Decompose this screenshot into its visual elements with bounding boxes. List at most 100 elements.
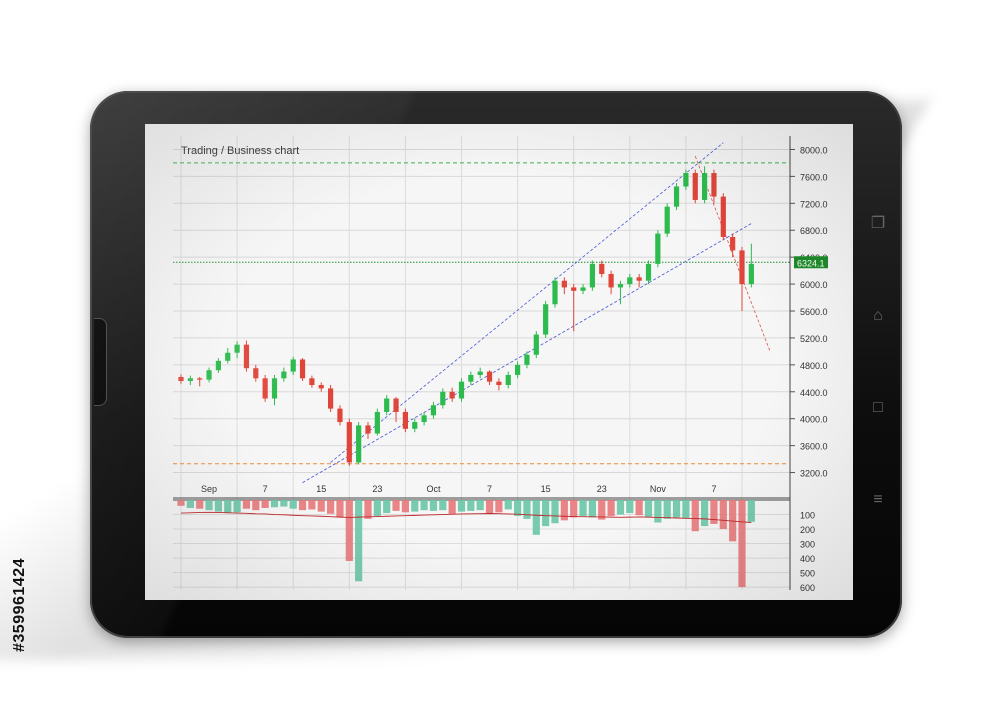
candle-body [664,206,670,234]
candle-body [580,287,586,291]
candle-body [374,411,380,434]
volume-bar [738,500,746,588]
volume-bar [588,500,596,518]
current-price-label: 6324.1 [797,258,825,268]
time-tick-label: 23 [597,484,607,494]
price-tick-label: 3600.0 [800,442,828,452]
candle-body [318,385,324,389]
price-tick-label: 4400.0 [800,388,828,398]
price-tick-label: 3200.0 [800,469,828,479]
volume-bar [570,500,578,518]
candle-body [206,370,212,380]
tablet-side-button[interactable] [94,318,107,406]
price-tick-label: 5200.0 [800,334,828,344]
volume-bar [719,500,727,530]
volume-bar [308,500,316,510]
volume-moving-average [180,511,752,523]
candle-body [673,186,680,207]
volume-bar [457,500,466,512]
volume-bar [504,500,512,510]
candle-body [711,173,717,197]
candle-body [702,173,708,200]
volume-bar [467,500,475,511]
volume-bar [327,500,335,514]
volume-tick-label: 600 [800,583,815,593]
volume-bar [644,500,653,517]
tablet-screen: 3200.0 3600.0 4000.0 4400.0 4800.0 5200.0 5600… [145,124,853,600]
candle-body [393,398,399,412]
volume-bar [289,500,297,509]
candle-body [271,378,278,399]
candle-body [421,415,427,423]
candle-body [468,374,474,382]
volume-bar [242,500,251,509]
candle-body [515,364,521,375]
volume-bar [355,500,363,582]
candle-body [608,273,614,288]
volume-bar [233,500,241,513]
candle-body [356,425,362,463]
volume-bar [607,500,615,516]
candle-body [281,371,287,379]
candle-body [533,334,539,355]
volume-bar [317,500,325,512]
volume-bar [551,500,559,524]
candle-body [617,284,624,288]
candle-body [505,374,511,386]
home-icon[interactable]: ⌂ [873,307,883,324]
candle-body [290,359,296,372]
time-tick-label: Nov [650,484,667,494]
candle-body [655,233,661,264]
volume-bar [532,500,540,535]
volume-bar [476,500,484,511]
volume-bar [364,500,372,519]
volume-bar [392,500,400,511]
volume-bar [448,500,456,514]
volume-tick-label: 500 [800,569,815,579]
time-tick-label: 15 [541,484,551,494]
volume-bar [214,500,222,512]
candle-body [543,304,549,335]
volume-bar [420,500,428,511]
candle-body [299,359,306,379]
candle-body [178,376,184,381]
candle-body [346,422,352,463]
candle-body [412,422,418,429]
candle-body [402,411,408,429]
candle-body [496,381,502,386]
time-tick-label: 7 [711,484,716,494]
trend-line [302,223,752,483]
menu-icon[interactable]: ≡ [873,491,883,508]
volume-bar [598,500,606,520]
candle-body [692,173,698,200]
volume-bar [280,500,288,507]
volume-bar [635,500,643,516]
candle-body [225,352,231,361]
volume-bar [252,500,260,511]
volume-bar [186,500,194,508]
volume-bar [542,500,550,527]
app-switch-icon[interactable]: ❐ [870,215,886,232]
volume-tick-label: 400 [800,554,815,564]
candle-body [720,196,726,237]
time-tick-label: 23 [372,484,382,494]
volume-bar [654,500,662,523]
volume-bar [626,500,634,514]
chart-title: Trading / Business chart [181,145,299,157]
candle-body [328,388,334,409]
volume-bar [485,500,494,514]
volume-bar [663,500,671,519]
volume-bar [523,500,531,519]
candle-body [739,250,745,285]
candle-body [552,280,558,305]
candle-body [187,378,193,381]
trend-line [330,142,724,463]
back-icon[interactable]: □ [873,399,883,416]
price-tick-label: 5600.0 [800,307,828,317]
candle-body [449,391,455,399]
volume-bar [710,500,718,524]
candle-body [524,354,530,365]
candle-body [234,344,240,353]
volume-bar [616,500,625,515]
time-tick-label: Sep [201,484,217,494]
